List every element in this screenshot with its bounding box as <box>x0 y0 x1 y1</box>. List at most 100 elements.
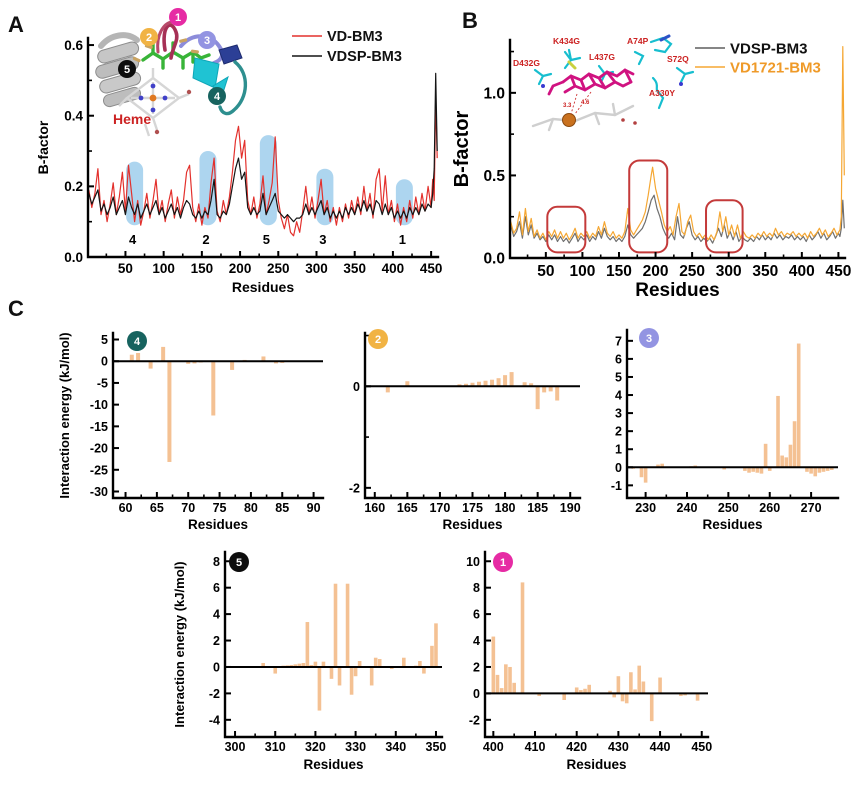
svg-text:8: 8 <box>473 581 480 595</box>
svg-text:2: 2 <box>202 232 209 247</box>
beta-sheet-icons <box>192 44 248 116</box>
svg-text:50: 50 <box>537 263 554 280</box>
svg-text:100: 100 <box>569 263 595 280</box>
svg-text:165: 165 <box>397 501 418 515</box>
svg-text:410: 410 <box>525 740 546 754</box>
svg-text:150: 150 <box>191 261 214 276</box>
svg-text:440: 440 <box>650 740 671 754</box>
svg-text:Interaction energy (kJ/mol): Interaction energy (kJ/mol) <box>57 332 72 498</box>
distance-label-2: 4.6 <box>581 100 590 106</box>
svg-text:-25: -25 <box>90 463 108 477</box>
svg-text:3: 3 <box>615 407 622 421</box>
svg-text:80: 80 <box>244 501 258 515</box>
svg-text:450: 450 <box>825 263 851 280</box>
svg-text:0.5: 0.5 <box>483 168 505 185</box>
svg-text:0.2: 0.2 <box>64 179 83 194</box>
mutation-label-a330y: A330Y <box>649 88 675 98</box>
svg-text:320: 320 <box>305 740 326 754</box>
panel-b-structure-inset: 3.3 4.6 D432G K434G L437G A74P S72Q A330… <box>513 34 695 132</box>
svg-text:0: 0 <box>473 687 480 701</box>
svg-text:6: 6 <box>473 608 480 622</box>
svg-text:420: 420 <box>566 740 587 754</box>
svg-text:-10: -10 <box>90 398 108 412</box>
svg-text:400: 400 <box>789 263 815 280</box>
heme-label: Heme <box>113 111 151 127</box>
site-marker-5: 5 <box>118 60 136 78</box>
svg-text:2: 2 <box>375 334 381 346</box>
svg-text:6: 6 <box>213 581 220 595</box>
svg-text:-5: -5 <box>97 376 108 390</box>
svg-text:5: 5 <box>236 557 242 569</box>
svg-text:Residues: Residues <box>635 280 719 301</box>
svg-text:0: 0 <box>213 660 220 674</box>
svg-text:85: 85 <box>275 501 289 515</box>
svg-text:Residues: Residues <box>188 517 248 532</box>
mutant-residue-accents <box>541 34 683 88</box>
svg-text:-2: -2 <box>209 687 220 701</box>
svg-text:-1: -1 <box>611 479 622 493</box>
svg-text:350: 350 <box>343 261 366 276</box>
svg-text:400: 400 <box>382 261 405 276</box>
svg-text:65: 65 <box>150 501 164 515</box>
svg-text:2: 2 <box>615 425 622 439</box>
svg-text:180: 180 <box>495 501 516 515</box>
mutation-label-a74p: A74P <box>627 36 649 46</box>
svg-text:350: 350 <box>752 263 778 280</box>
svg-text:75: 75 <box>213 501 227 515</box>
svg-text:200: 200 <box>229 261 252 276</box>
svg-text:150: 150 <box>606 263 632 280</box>
loop3-icon <box>179 34 225 65</box>
panel-c-label: C <box>8 296 24 321</box>
svg-text:VD-BM3: VD-BM3 <box>327 29 383 45</box>
iron-sphere-icon <box>562 113 576 127</box>
svg-text:60: 60 <box>119 501 133 515</box>
svg-text:300: 300 <box>305 261 328 276</box>
svg-text:330: 330 <box>345 740 366 754</box>
svg-text:2: 2 <box>473 660 480 674</box>
marker-3-number: 3 <box>204 35 210 47</box>
svg-text:5: 5 <box>263 232 270 247</box>
marker-5-number: 5 <box>124 64 130 76</box>
svg-text:B-factor: B-factor <box>35 120 51 174</box>
svg-text:100: 100 <box>152 261 175 276</box>
svg-text:6: 6 <box>615 352 622 366</box>
heme-sticks-icon <box>531 102 637 132</box>
svg-text:50: 50 <box>118 261 133 276</box>
svg-text:0: 0 <box>353 380 360 394</box>
marker-4-number: 4 <box>214 91 221 103</box>
hbond-dashes <box>132 38 199 63</box>
svg-text:4: 4 <box>129 232 137 247</box>
svg-text:-20: -20 <box>90 442 108 456</box>
svg-text:10: 10 <box>466 555 480 569</box>
svg-text:5: 5 <box>101 333 108 347</box>
svg-text:4: 4 <box>134 336 141 348</box>
svg-text:350: 350 <box>426 740 447 754</box>
svg-text:430: 430 <box>608 740 629 754</box>
svg-text:450: 450 <box>420 261 443 276</box>
svg-text:230: 230 <box>635 501 656 515</box>
svg-text:250: 250 <box>267 261 290 276</box>
panel-b-label: B <box>462 8 478 33</box>
panel-b-bfactor-chart: 50 100 150 200 250 300 350 400 450 0.0 0.5 1.0 Resid… <box>451 38 851 301</box>
site-marker-4: 4 <box>208 87 226 105</box>
svg-text:-15: -15 <box>90 420 108 434</box>
site-marker-1: 1 <box>169 8 187 26</box>
loop1-hairpin-icon <box>156 20 179 60</box>
svg-text:0.4: 0.4 <box>64 109 83 124</box>
svg-text:1: 1 <box>500 557 506 569</box>
svg-text:160: 160 <box>364 501 385 515</box>
svg-text:VD1721-BM3: VD1721-BM3 <box>730 59 821 76</box>
mutation-label-l437g: L437G <box>589 52 615 62</box>
svg-text:310: 310 <box>265 740 286 754</box>
mutation-label-k434g: K434G <box>553 36 580 46</box>
svg-text:270: 270 <box>801 501 822 515</box>
interaction-energy-chart-site4: 60 65 70 75 80 85 90 5 0 -5 -10 -15 -20 -25 -30 Residue… <box>57 331 325 532</box>
svg-text:240: 240 <box>677 501 698 515</box>
svg-text:-2: -2 <box>349 481 360 495</box>
svg-text:Residues: Residues <box>442 517 502 532</box>
svg-text:-4: -4 <box>209 713 220 727</box>
marker-2-number: 2 <box>146 32 152 44</box>
panel-a-structure-inset: 1 2 3 4 5 Heme <box>95 8 248 137</box>
svg-text:170: 170 <box>429 501 450 515</box>
